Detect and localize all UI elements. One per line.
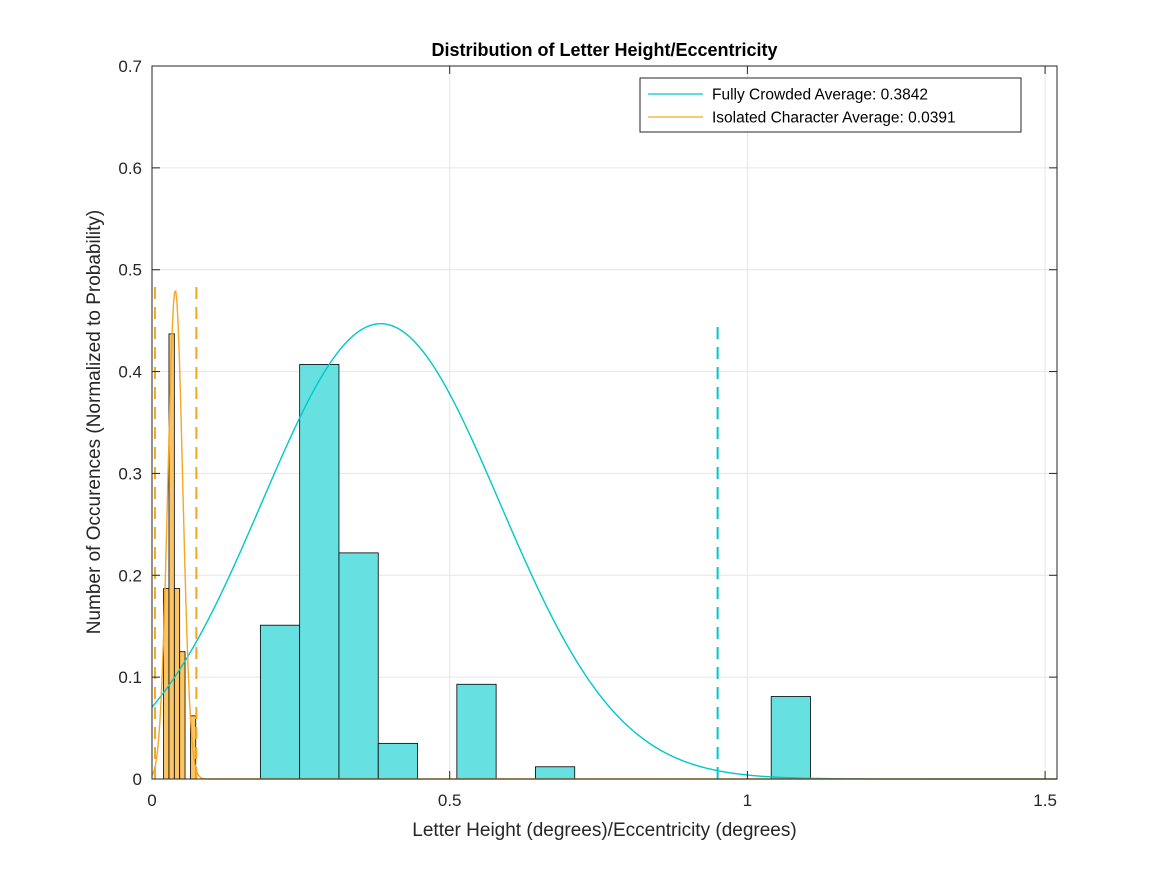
isolated-bar: [173, 588, 181, 780]
legend-label-isolated: Isolated Character Average: 0.0391: [712, 110, 956, 127]
y-axis-label: Number of Occurences (Normalized to Prob…: [84, 210, 105, 635]
fully-crowded-bar: [770, 696, 811, 780]
average-markers: [153, 279, 719, 779]
x-tick-label: 1.5: [1033, 791, 1057, 810]
x-tick-label: 0: [147, 791, 156, 810]
fully-crowded-bar: [299, 364, 340, 780]
fully-crowded-bar: [259, 624, 301, 780]
axis-ticks: 0 0.5 1 1.5 0 0.1 0.2 0.3 0.4 0.5 0.6 0.7: [118, 57, 1057, 810]
fully-crowded-bar: [535, 766, 576, 780]
y-tick-label: 0.3: [118, 464, 142, 483]
fully-crowded-bar: [338, 552, 379, 780]
isolated-bar: [179, 651, 186, 780]
axes-box: [151, 65, 1058, 780]
y-tick-label: 0.2: [118, 566, 142, 585]
y-tick-label: 0.4: [118, 363, 142, 382]
x-tick-label: 0.5: [438, 791, 462, 810]
y-tick-label: 0.6: [118, 159, 142, 178]
fully-crowded-bar: [377, 742, 418, 780]
legend-box: [639, 77, 1022, 133]
histogram-bars: [163, 333, 811, 780]
legend: Fully Crowded Average: 0.3842 Isolated C…: [639, 77, 1022, 133]
x-tick-label: 1: [743, 791, 752, 810]
x-axis-label: Letter Height (degrees)/Eccentricity (de…: [412, 820, 796, 841]
y-tick-label: 0.1: [118, 668, 142, 687]
y-tick-label: 0.5: [118, 261, 142, 280]
chart-title: Distribution of Letter Height/Eccentrici…: [431, 40, 777, 60]
fully-crowded-bar: [456, 683, 497, 780]
y-tick-label: 0.7: [118, 57, 142, 76]
y-tick-label: 0: [133, 770, 142, 789]
legend-label-fully-crowded: Fully Crowded Average: 0.3842: [712, 87, 928, 104]
